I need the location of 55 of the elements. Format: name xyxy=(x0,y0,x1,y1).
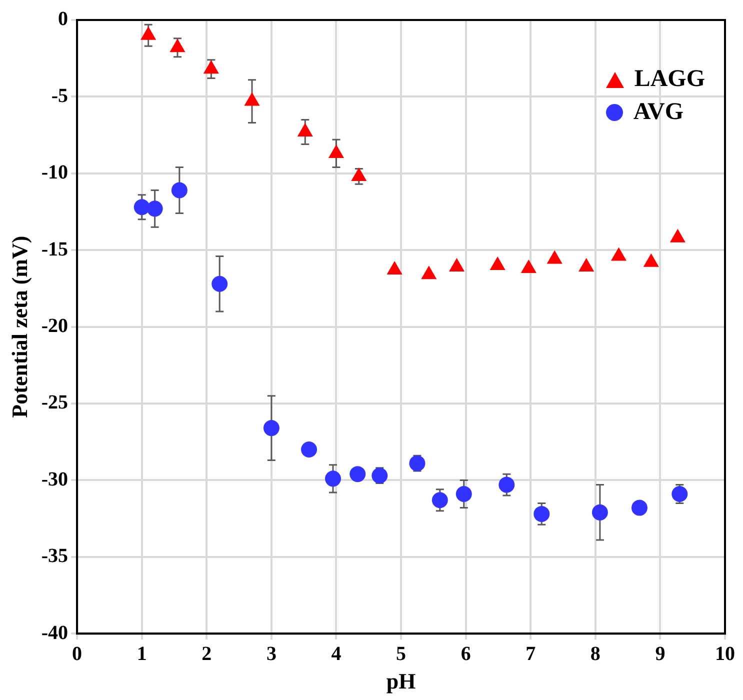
x-tick-label: 1 xyxy=(136,642,147,665)
point xyxy=(203,60,219,74)
x-axis-title: pH xyxy=(386,668,416,694)
point xyxy=(170,38,186,52)
point xyxy=(592,504,608,520)
point xyxy=(490,256,506,270)
point xyxy=(534,506,550,522)
y-tick-label: -20 xyxy=(41,314,68,337)
point xyxy=(610,247,627,261)
point xyxy=(263,420,280,436)
x-tick-label: 3 xyxy=(266,642,276,665)
point xyxy=(546,250,562,264)
point xyxy=(244,92,260,106)
point xyxy=(409,455,426,472)
point xyxy=(578,258,594,272)
x-tick-label: 2 xyxy=(202,642,212,665)
x-tick-label: 8 xyxy=(590,642,600,665)
point xyxy=(328,144,344,158)
x-tick-label: 10 xyxy=(715,642,735,665)
x-tick-label: 6 xyxy=(460,642,471,665)
point xyxy=(421,266,437,280)
point xyxy=(140,26,156,40)
y-axis-title: Potential zeta (mV) xyxy=(6,236,32,418)
point xyxy=(498,476,515,493)
point xyxy=(448,258,465,272)
x-tick-label: 5 xyxy=(396,642,406,665)
legend-label: AVG xyxy=(633,99,684,126)
point xyxy=(670,228,686,242)
y-tick-label: -10 xyxy=(41,162,68,184)
y-tick-label: -25 xyxy=(41,392,68,414)
point xyxy=(456,486,472,502)
point xyxy=(301,442,318,458)
y-tick-label: -40 xyxy=(41,622,68,644)
point xyxy=(351,167,367,181)
point xyxy=(212,276,228,292)
y-tick-label: -15 xyxy=(41,238,68,260)
y-tick-label: -5 xyxy=(51,84,68,107)
x-tick-label: 7 xyxy=(526,642,536,665)
point xyxy=(672,486,688,502)
point xyxy=(432,492,448,508)
point xyxy=(386,261,402,275)
point xyxy=(520,260,536,274)
point xyxy=(350,466,366,482)
point xyxy=(372,468,388,484)
point xyxy=(643,253,659,267)
point xyxy=(324,470,341,487)
y-tick-label: -30 xyxy=(41,468,68,490)
x-tick-label: 0 xyxy=(72,642,82,665)
point xyxy=(297,122,313,136)
legend-label: LAGG xyxy=(634,66,705,93)
y-tick-label: 0 xyxy=(58,8,68,30)
x-tick-label: 9 xyxy=(655,642,666,665)
x-tick-label: 4 xyxy=(331,642,342,665)
point xyxy=(631,500,648,516)
y-tick-label: -35 xyxy=(41,545,68,568)
